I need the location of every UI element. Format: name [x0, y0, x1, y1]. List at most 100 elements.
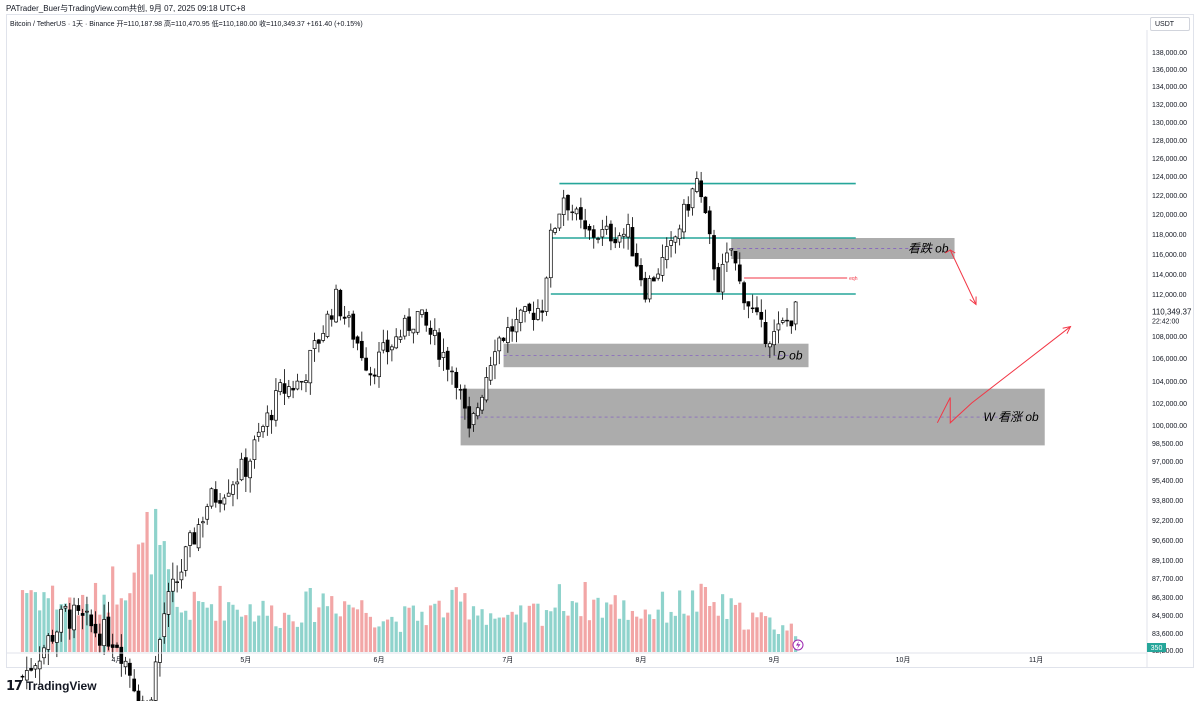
candle-down — [192, 532, 197, 545]
volume-bar — [635, 616, 639, 652]
candle-up — [484, 377, 489, 401]
candle-down — [342, 316, 347, 319]
candle-up — [188, 532, 192, 546]
price-tick-label: 124,000.00 — [1152, 174, 1187, 181]
volume-bar — [25, 593, 29, 652]
candle-up — [179, 571, 184, 581]
candle-up — [514, 319, 519, 333]
candle-up — [248, 460, 252, 479]
candle-up — [295, 380, 300, 390]
candle-down — [67, 609, 72, 629]
candle-down — [128, 662, 132, 676]
candle-up — [570, 211, 575, 214]
candle-down — [20, 675, 25, 678]
volume-bar — [38, 610, 42, 652]
candle-up — [102, 619, 106, 647]
candle-up — [252, 439, 257, 460]
candle-down — [372, 374, 377, 377]
candle-up — [415, 311, 420, 333]
price-tick-label: 83,600.00 — [1152, 631, 1183, 638]
volume-bar — [308, 588, 312, 652]
volume-bar — [377, 626, 381, 652]
candle-down — [364, 357, 368, 371]
last-price-label: 110,349.37 — [1152, 307, 1192, 316]
candle-up — [33, 665, 38, 670]
candle-up — [166, 591, 171, 615]
candle-up — [432, 329, 437, 336]
volume-bar — [605, 602, 609, 652]
volume-bar — [647, 614, 652, 652]
price-tick-label: 100,000.00 — [1152, 423, 1187, 430]
footer-brand[interactable]: 𝟭𝟳 TradingView — [6, 677, 97, 695]
volume-bar — [128, 593, 132, 652]
price-tick-label: 134,000.00 — [1152, 84, 1187, 91]
volume-bar — [669, 611, 673, 652]
candle-up — [793, 301, 798, 325]
volume-bar — [660, 591, 665, 652]
volume-bar — [162, 541, 166, 652]
candle-up — [347, 315, 351, 318]
candle-down — [579, 207, 583, 220]
candle-up — [312, 340, 317, 350]
volume-bar — [751, 612, 755, 652]
candle-down — [613, 238, 618, 244]
volume-bar — [214, 620, 218, 652]
volume-bar — [557, 584, 561, 652]
volume-bar — [703, 587, 708, 652]
volume-bar — [643, 609, 647, 652]
candle-down — [368, 373, 373, 376]
candle-up — [553, 228, 557, 233]
candle-up — [278, 382, 283, 393]
candle-down — [359, 340, 364, 359]
candle-up — [497, 337, 502, 352]
volume-bar — [360, 600, 364, 652]
candle-up — [518, 309, 523, 323]
candle-down — [454, 371, 459, 388]
candle-down — [291, 387, 295, 391]
volume-bar — [312, 622, 317, 652]
volume-bar — [184, 610, 188, 652]
volume-bar — [334, 613, 338, 652]
volume-bar — [132, 572, 136, 652]
candle-down — [703, 196, 708, 214]
symbol-info-line[interactable]: Bitcoin / TetherUS · 1天 · Binance 开=110,… — [10, 21, 363, 28]
eqh-label: eqh — [849, 276, 858, 282]
candle-up — [656, 273, 661, 279]
volume-bar — [227, 602, 231, 652]
volume-bar — [768, 617, 772, 652]
volume-bar — [420, 611, 424, 652]
volume-bar — [304, 591, 308, 652]
volume-bar — [437, 600, 441, 652]
volume-bar — [626, 619, 630, 652]
time-tick-label: 8月 — [636, 656, 647, 664]
candle-up — [46, 635, 51, 650]
price-tick-label: 120,000.00 — [1152, 212, 1187, 219]
candle-up — [475, 407, 480, 417]
candle-down — [587, 225, 592, 231]
candle-down — [467, 406, 472, 429]
zone-label: 看跌 ob — [908, 242, 949, 256]
countdown-label: 22:42:00 — [1152, 318, 1179, 325]
volume-bars — [20, 508, 798, 652]
candle-up — [480, 396, 484, 411]
volume-bar — [338, 616, 342, 652]
lightning-icon-glyph — [796, 641, 801, 649]
currency-label[interactable]: USDT — [1150, 17, 1190, 31]
zone-label: D ob — [777, 348, 803, 362]
volume-bar — [343, 601, 347, 652]
volume-bar — [239, 616, 244, 652]
volume-bar — [364, 612, 368, 652]
volume-bar — [50, 585, 55, 652]
candle-down — [540, 310, 545, 313]
price-axis: 138,000.00 136,000.00 134,000.00 132,000.00… — [1146, 30, 1187, 668]
volume-bar — [192, 591, 196, 652]
candle-down — [785, 319, 789, 322]
candle-down — [686, 204, 691, 211]
volume-bar — [493, 618, 497, 652]
price-tick-label: 132,000.00 — [1152, 102, 1187, 109]
volume-bar — [476, 615, 480, 652]
candle-down — [591, 229, 596, 238]
volume-bar — [746, 629, 750, 652]
candle-down — [630, 227, 635, 257]
